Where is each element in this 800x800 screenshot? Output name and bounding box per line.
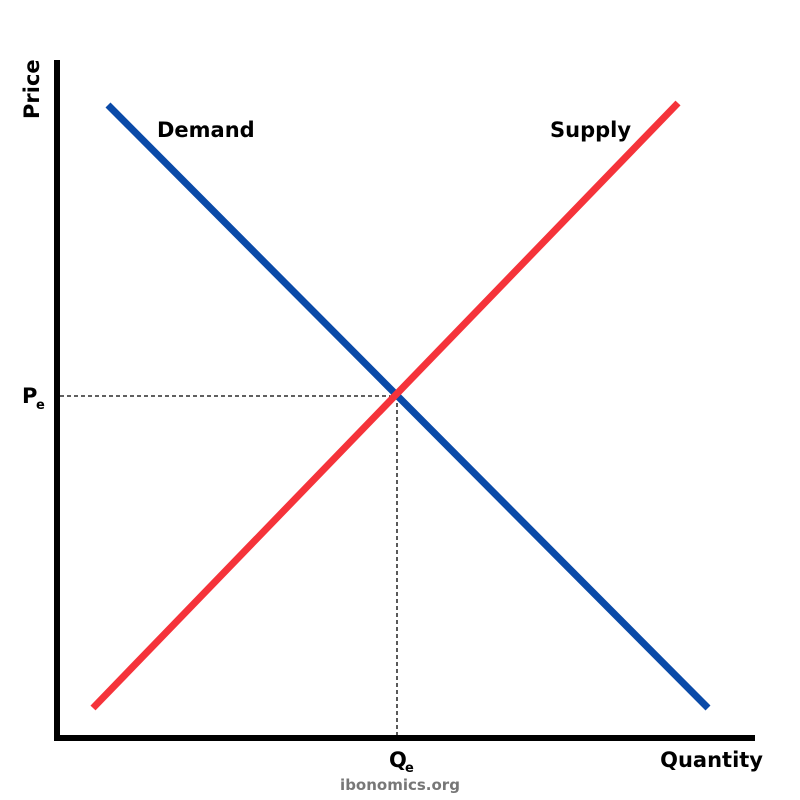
supply-curve <box>90 100 681 711</box>
demand-curve <box>105 102 711 711</box>
quantity-subscript: e <box>405 761 414 776</box>
supply-label: Supply <box>550 118 631 142</box>
price-subscript: e <box>36 398 45 413</box>
demand-label: Demand <box>157 118 255 142</box>
y-axis-label: Price <box>20 59 44 119</box>
x-axis-label: Quantity <box>660 748 763 772</box>
watermark: ibonomics.org <box>340 776 460 794</box>
quantity-label: Q <box>389 748 407 772</box>
price-label: P <box>22 384 37 408</box>
